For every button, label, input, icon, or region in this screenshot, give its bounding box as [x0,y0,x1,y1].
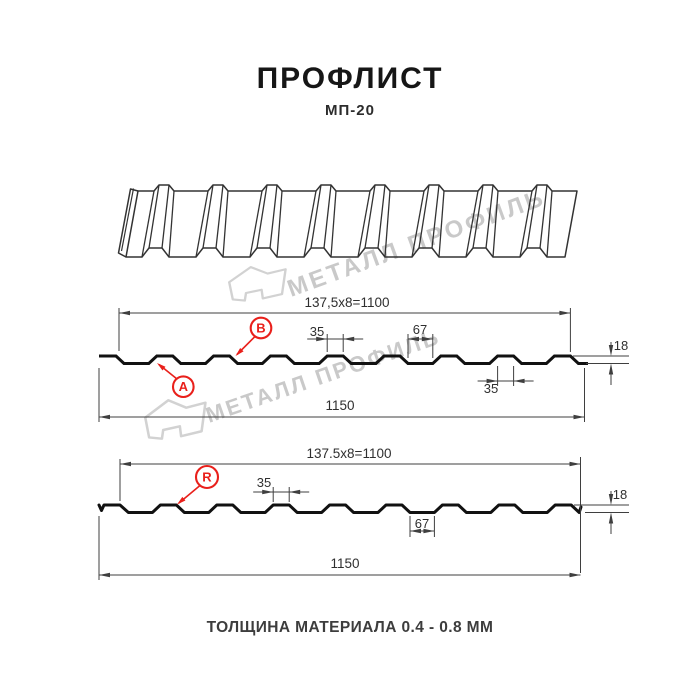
dim-arrow [486,378,498,384]
sheet-edge-band [117,188,139,258]
dim-arrow [569,572,581,578]
marker-r-circle [194,464,220,490]
dim-arrow [157,363,166,371]
sheet-rib-line [492,190,499,258]
sheet-rib-line [364,184,376,249]
brand-logo-watermark [228,266,287,302]
sheet-rib-line [411,190,425,258]
dim-arrow [177,496,186,505]
sheet-rib-line [256,184,268,249]
s1-dim-valley-label: 67 [413,322,427,337]
sheet-rib-line [161,184,170,249]
sheet-rib-line [276,190,283,258]
perspective-sheet-outline [117,184,578,258]
sheet-rib-line [357,190,371,258]
dim-arrow [608,512,614,524]
dim-arrow [421,336,433,342]
s1-dim-rib-bottom-label: 35 [484,381,498,396]
dim-arrow [513,378,525,384]
s1-dim-top-label: 137,5x8=1100 [305,295,390,310]
dim-arrow [569,461,581,467]
sheet-rib-line [546,190,553,258]
profile-section-2 [97,457,629,580]
sheet-rib-line [148,184,160,249]
sheet-silhouette [125,184,578,258]
dim-arrow [289,489,301,495]
dim-arrow [120,461,131,467]
sheet-rib-line [472,184,484,249]
sheet-rib-line [195,190,209,258]
profile-model-subtitle: МП-20 [325,102,375,119]
sheet-rib-line [222,190,229,258]
dim-arrow [99,414,110,420]
marker-a-letter: A [179,379,189,394]
dim-arrow [343,336,355,342]
dim-arrow [119,310,130,316]
dim-arrow [316,336,328,342]
s2-dim-rib-top-label: 35 [257,475,271,490]
dim-arrow [573,414,585,420]
sheet-rib-line [249,190,263,258]
sheet-rib-line [384,190,391,258]
sheet-rib-line [303,190,317,258]
dim-arrow [608,345,614,356]
sheet-rib-line [215,184,224,249]
profile-section-1 [98,308,629,422]
marker-a-circle [171,375,195,399]
sheet-rib-line [526,184,538,249]
sheet-rib-line [269,184,278,249]
profile-1-path [99,354,588,365]
perspective-sheet-fill [126,185,577,257]
s2-dim-bottom-label: 1150 [330,556,359,571]
s1-dim-bottom-label: 1150 [325,398,354,413]
s1-dim-height-label: 18 [614,338,628,353]
labels: ПРОФЛИСТ МП-20 137,5x8=1100 1150 35 67 1… [171,62,628,636]
sheet-rib-line [141,190,155,258]
sheet-rib-line [330,190,337,258]
marker-b-circle [249,316,273,340]
s1-dim-rib-top-label: 35 [310,324,324,339]
dim-arrow [423,528,435,534]
sheet-rib-line [519,190,533,258]
s2-dim-valley-label: 67 [415,516,429,531]
sheet-rib-line [465,190,479,258]
marker-b-letter: B [256,321,265,336]
dim-arrow [262,489,274,495]
sheet-edge-line [120,188,135,252]
dim-arrow [608,494,614,505]
sheet-rib-line [202,184,214,249]
sheet-rib-line [539,184,548,249]
marker-r-letter: R [202,470,212,485]
dim-arrow [99,572,110,578]
dim-arrow [410,528,421,534]
dim-arrow [235,347,244,356]
dim-arrow [608,363,614,375]
sheet-rib-line [485,184,494,249]
profile-2-path [97,503,583,514]
material-thickness-note: ТОЛЩИНА МАТЕРИАЛА 0.4 - 0.8 ММ [207,619,494,636]
sheet-rib-line [431,184,440,249]
dim-arrow [408,336,419,342]
sheet-rib-line [438,190,445,258]
s2-dim-top-label: 137.5x8=1100 [307,446,392,461]
sheet-rib-line [168,190,175,258]
sheet-rib-line [377,184,386,249]
brand-logo-watermark [144,399,207,440]
sheet-silhouette-fill [126,185,577,257]
sheet-rib-line [323,184,332,249]
dim-arrow [559,310,571,316]
page-title: ПРОФЛИСТ [257,62,444,95]
s2-dim-height-label: 18 [613,487,627,502]
sheet-rib-line [418,184,430,249]
sheet-rib-line [310,184,322,249]
